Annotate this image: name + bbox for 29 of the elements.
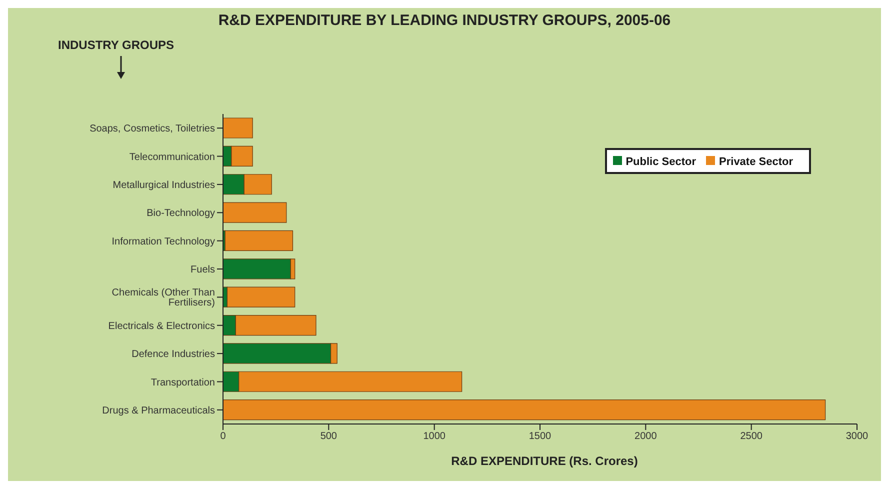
y-tick-label: Defence Industries	[132, 349, 215, 360]
y-tick-label: Bio-Technology	[146, 208, 215, 220]
bar	[226, 286, 296, 308]
x-tick-label: 1500	[528, 431, 552, 442]
y-tick-label: Metallurgical Industries	[112, 180, 215, 192]
x-tick-label: 0	[220, 431, 226, 442]
y-tick-label: Soaps, Cosmetics, Toiletries	[90, 124, 215, 135]
bar	[223, 118, 253, 138]
x-tick-label: 3000	[846, 431, 869, 442]
y-tick-label: Fuels	[190, 264, 215, 276]
x-tick-label: 500	[320, 431, 338, 442]
x-tick-label: 2000	[634, 431, 658, 442]
legend-label: Public Sector	[626, 156, 696, 168]
x-tick-label: 1000	[423, 431, 446, 442]
y-tick-label: Electricals & Electronics	[108, 320, 215, 332]
chart-title: R&D EXPENDITURE BY LEADING INDUSTRY GROUPS, 2005-06	[217, 12, 672, 29]
y-tick-label: Drugs & Pharmaceuticals	[102, 405, 215, 416]
legend-label: Private Sector	[719, 156, 793, 168]
y-tick-label: Telecommunication	[129, 152, 215, 163]
bar	[223, 202, 287, 223]
bar	[223, 400, 826, 420]
y-tick-label: Information Technology	[112, 236, 215, 248]
x-axis-title: R&D EXPENDITURE (Rs. Crores)	[450, 454, 639, 468]
bar	[224, 230, 294, 252]
y-tick-label: Chemicals (Other Than Fertilisers)	[112, 288, 215, 309]
bar	[223, 258, 291, 280]
text: INDUSTRY GROUPS	[58, 38, 174, 52]
y-tick-label: Transportation	[150, 377, 215, 388]
x-tick-label: 2500	[740, 431, 763, 442]
